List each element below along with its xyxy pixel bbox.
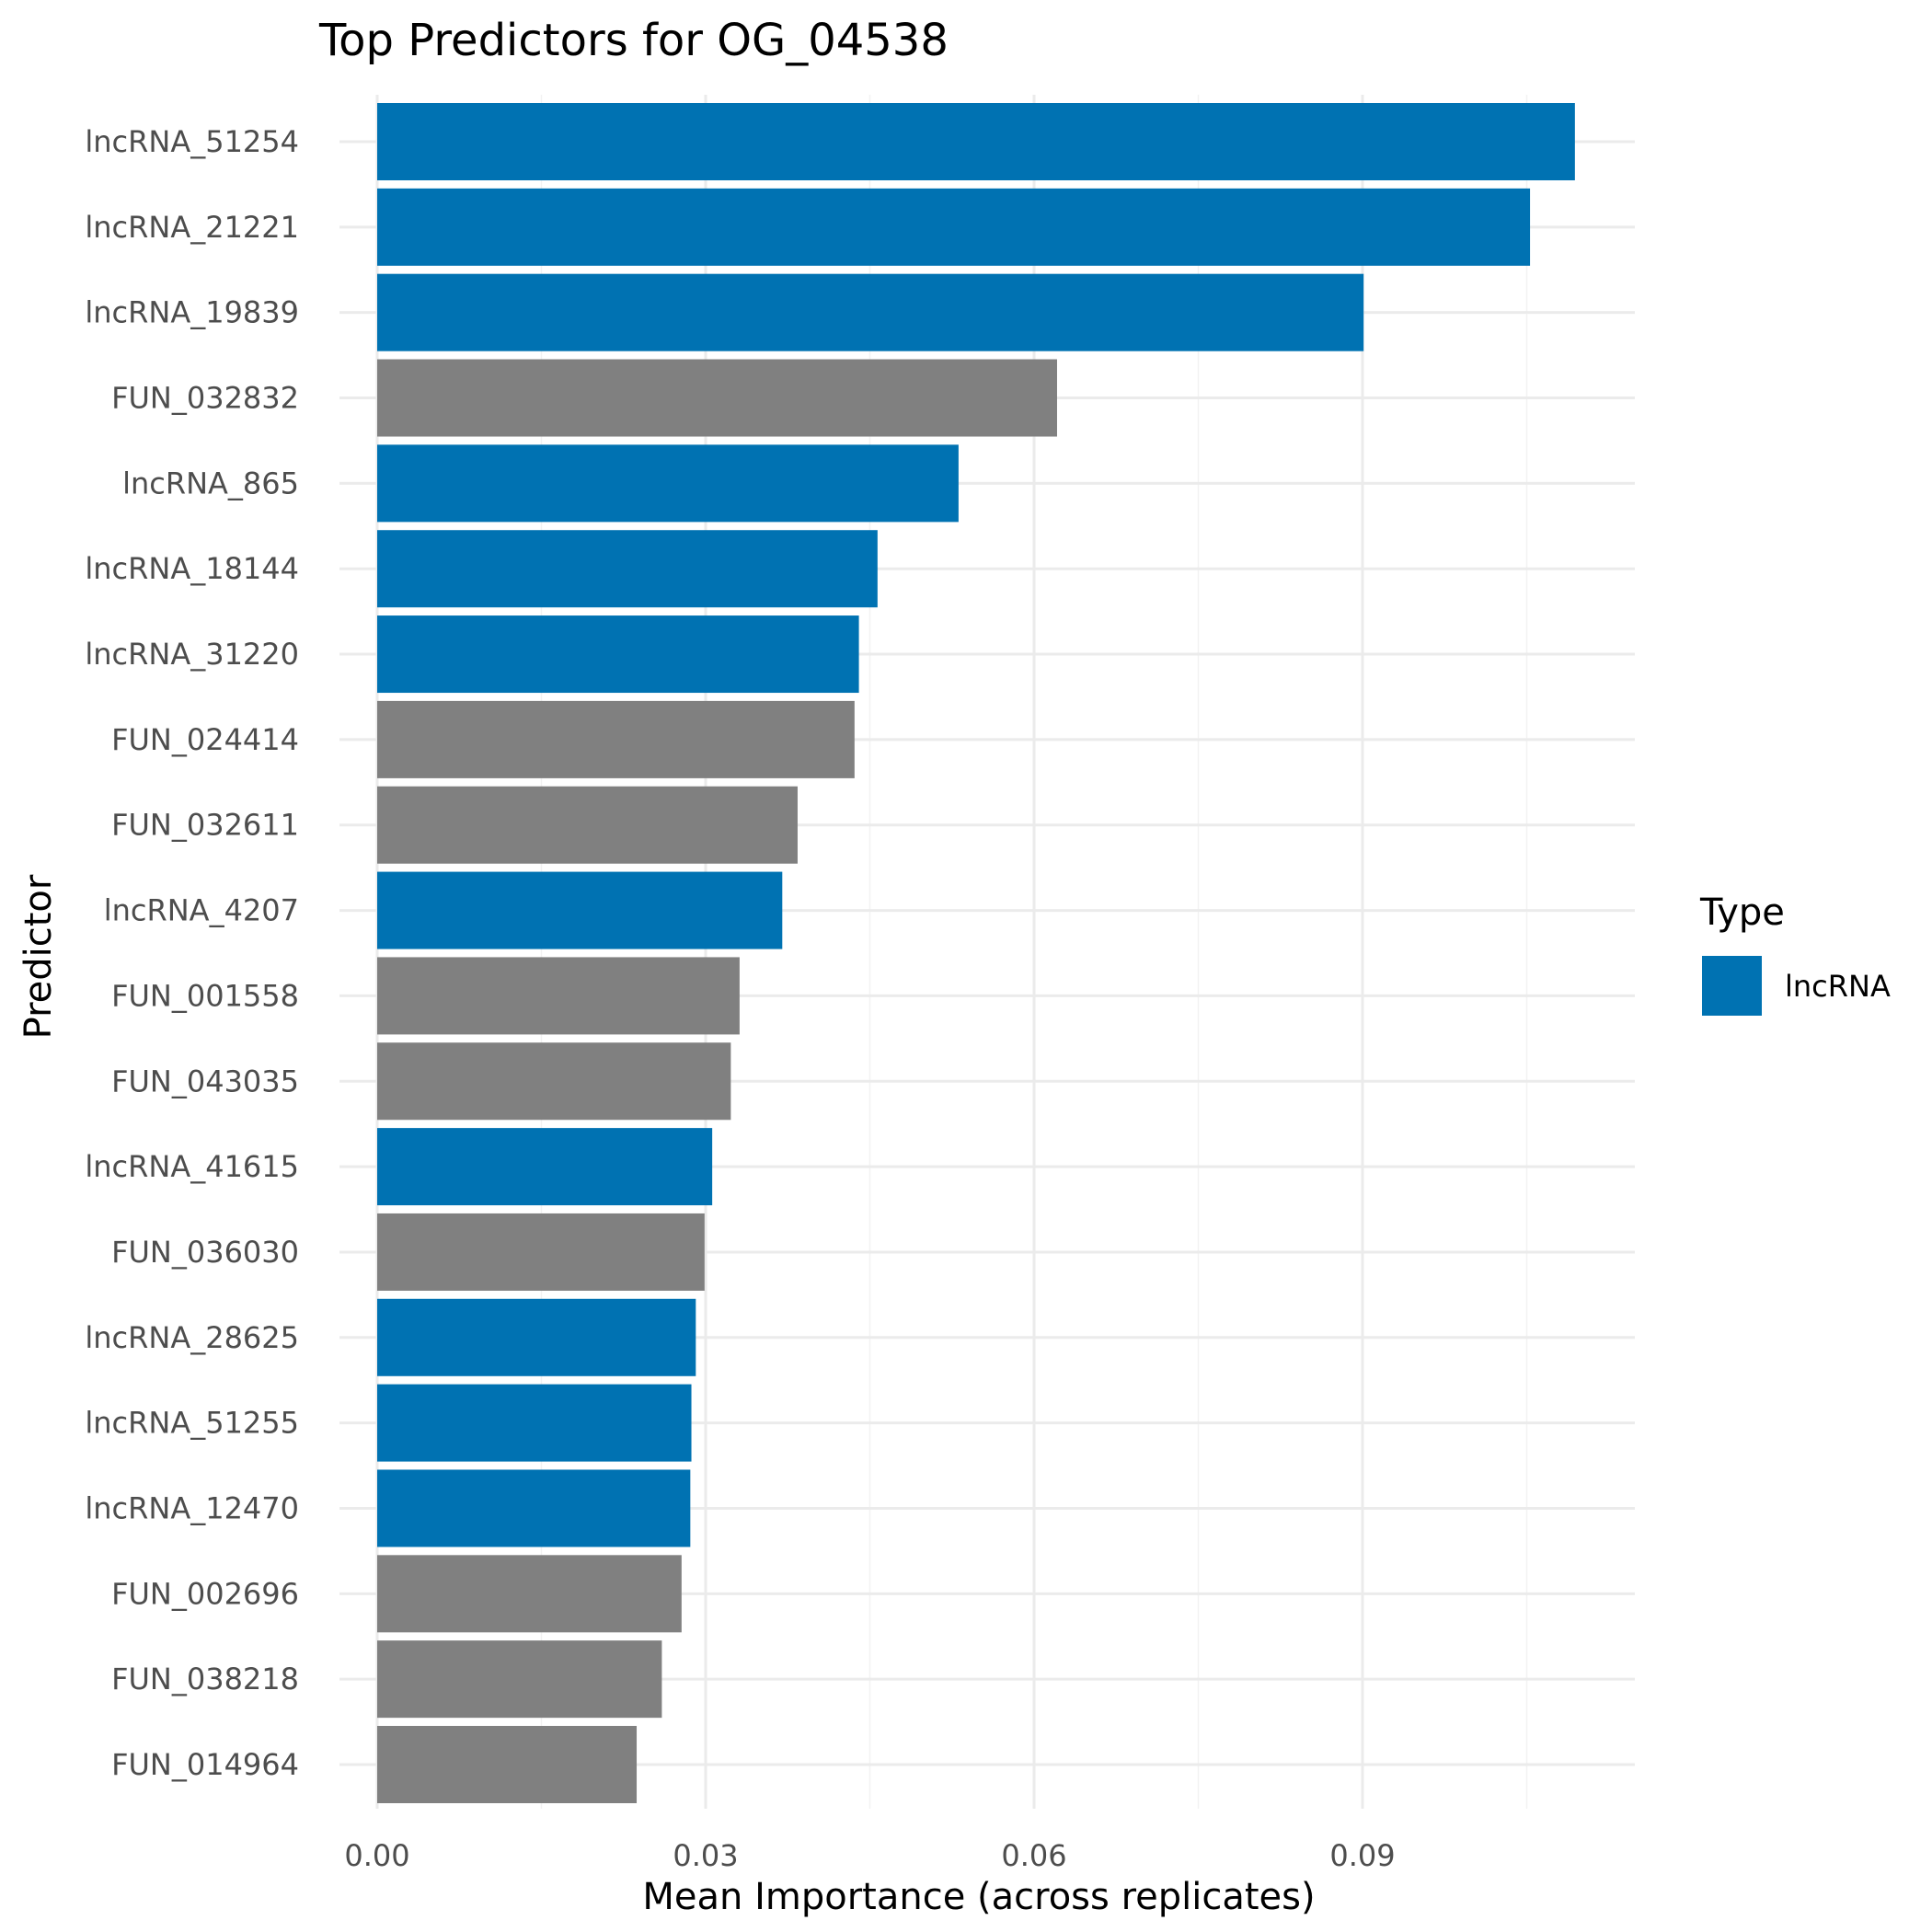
- bar-lncrna-41615: [377, 1128, 713, 1206]
- bar-fun-036030: [377, 1213, 705, 1291]
- bars-group: [377, 103, 1575, 1803]
- bar-fun-032832: [377, 359, 1057, 437]
- y-tick-label: lncRNA_865: [122, 466, 299, 500]
- bar-lncrna-51254: [377, 103, 1575, 180]
- y-tick-label: FUN_024414: [111, 722, 299, 757]
- y-tick-label: FUN_043035: [111, 1064, 299, 1098]
- y-tick-label: lncRNA_28625: [85, 1320, 299, 1355]
- y-tick-label: lncRNA_19839: [85, 295, 299, 330]
- y-tick-label: lncRNA_41615: [85, 1149, 299, 1184]
- bar-fun-043035: [377, 1042, 731, 1121]
- bar-fun-014964: [377, 1726, 638, 1803]
- x-tick-labels: 0.00 0.03 0.06 0.09: [344, 1838, 1395, 1873]
- bar-lncrna-31220: [377, 615, 859, 694]
- y-tick-label: lncRNA_21221: [85, 210, 299, 245]
- y-tick-label: FUN_001558: [111, 978, 299, 1013]
- x-tick-label: 0.09: [1329, 1838, 1395, 1873]
- y-tick-label: lncRNA_51254: [85, 124, 299, 159]
- bar-lncrna-12470: [377, 1469, 691, 1547]
- y-tick-labels: lncRNA_51254 lncRNA_21221 lncRNA_19839 FUN_…: [85, 124, 299, 1782]
- bar-fun-032611: [377, 786, 798, 864]
- y-tick-label: FUN_032832: [111, 381, 299, 416]
- x-tick-label: 0.00: [344, 1838, 409, 1873]
- y-axis-title: Predictor: [17, 874, 60, 1039]
- bar-lncrna-4207: [377, 871, 783, 949]
- y-tick-label: lncRNA_18144: [85, 551, 299, 586]
- bar-fun-038218: [377, 1640, 662, 1719]
- chart-title: Top Predictors for OG_04538: [318, 15, 949, 66]
- y-tick-label: FUN_002696: [111, 1576, 299, 1611]
- bar-fun-002696: [377, 1555, 682, 1633]
- bar-fun-001558: [377, 957, 740, 1035]
- bar-lncrna-865: [377, 444, 959, 523]
- y-tick-label: lncRNA_51255: [85, 1406, 299, 1441]
- x-axis-title: Mean Importance (across replicates): [642, 1876, 1315, 1918]
- y-tick-label: lncRNA_12470: [85, 1490, 299, 1525]
- y-tick-label: lncRNA_31220: [85, 637, 299, 672]
- y-tick-label: FUN_014964: [111, 1747, 299, 1782]
- bar-lncrna-19839: [377, 273, 1364, 351]
- bar-lncrna-18144: [377, 530, 878, 608]
- legend: Type lncRNA: [1699, 891, 1891, 1016]
- bar-lncrna-51255: [377, 1384, 692, 1462]
- y-tick-label: FUN_038218: [111, 1662, 299, 1696]
- x-tick-label: 0.06: [1001, 1838, 1066, 1873]
- y-tick-label: lncRNA_4207: [104, 893, 299, 928]
- legend-label-lncrna: lncRNA: [1785, 969, 1891, 1004]
- y-tick-label: FUN_032611: [111, 808, 299, 843]
- legend-title: Type: [1699, 891, 1785, 934]
- bar-fun-024414: [377, 700, 855, 778]
- legend-key-lncrna: [1702, 956, 1762, 1016]
- grid-lines: [339, 95, 1635, 1809]
- y-tick-label: FUN_036030: [111, 1235, 299, 1270]
- bar-lncrna-21221: [377, 188, 1531, 266]
- x-tick-label: 0.03: [673, 1838, 738, 1873]
- bar-lncrna-28625: [377, 1298, 696, 1376]
